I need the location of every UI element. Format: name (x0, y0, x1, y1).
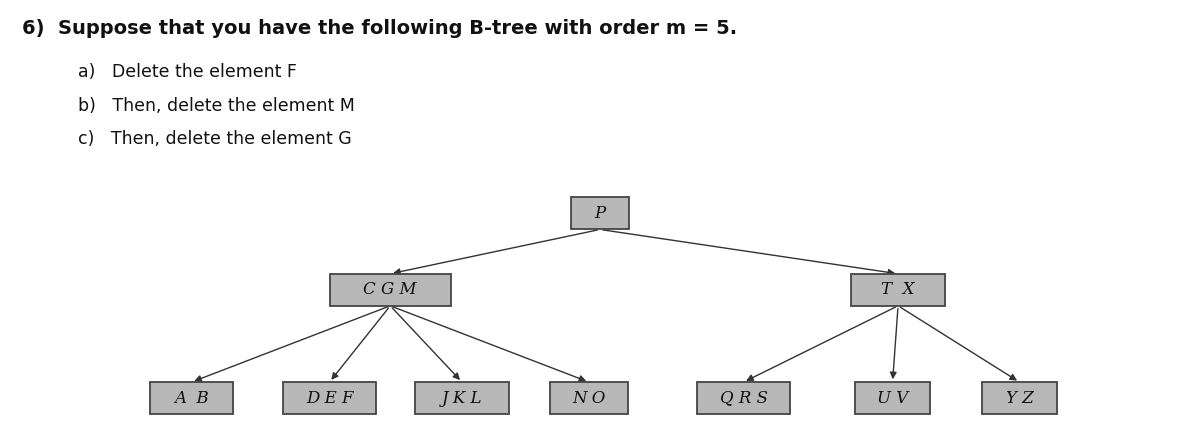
FancyBboxPatch shape (551, 382, 628, 414)
Text: D E F: D E F (306, 390, 353, 407)
FancyBboxPatch shape (696, 382, 791, 414)
Text: 6)  Suppose that you have the following B-tree with order m = 5.: 6) Suppose that you have the following B… (22, 19, 737, 38)
FancyBboxPatch shape (283, 382, 377, 414)
Text: a)   Delete the element F: a) Delete the element F (78, 63, 296, 81)
FancyBboxPatch shape (330, 274, 451, 306)
Text: Q R S: Q R S (720, 390, 768, 407)
FancyBboxPatch shape (982, 382, 1057, 414)
Text: N O: N O (572, 390, 606, 407)
FancyBboxPatch shape (851, 274, 946, 306)
Text: P: P (594, 205, 606, 222)
Text: Y Z: Y Z (1006, 390, 1033, 407)
Text: c)   Then, delete the element G: c) Then, delete the element G (78, 130, 352, 148)
FancyBboxPatch shape (571, 197, 629, 229)
Text: J K L: J K L (442, 390, 482, 407)
Text: U V: U V (877, 390, 908, 407)
FancyBboxPatch shape (150, 382, 233, 414)
FancyBboxPatch shape (415, 382, 509, 414)
FancyBboxPatch shape (856, 382, 930, 414)
Text: C G M: C G M (364, 281, 416, 298)
Text: A  B: A B (174, 390, 209, 407)
Text: T  X: T X (881, 281, 914, 298)
Text: b)   Then, delete the element M: b) Then, delete the element M (78, 97, 355, 115)
